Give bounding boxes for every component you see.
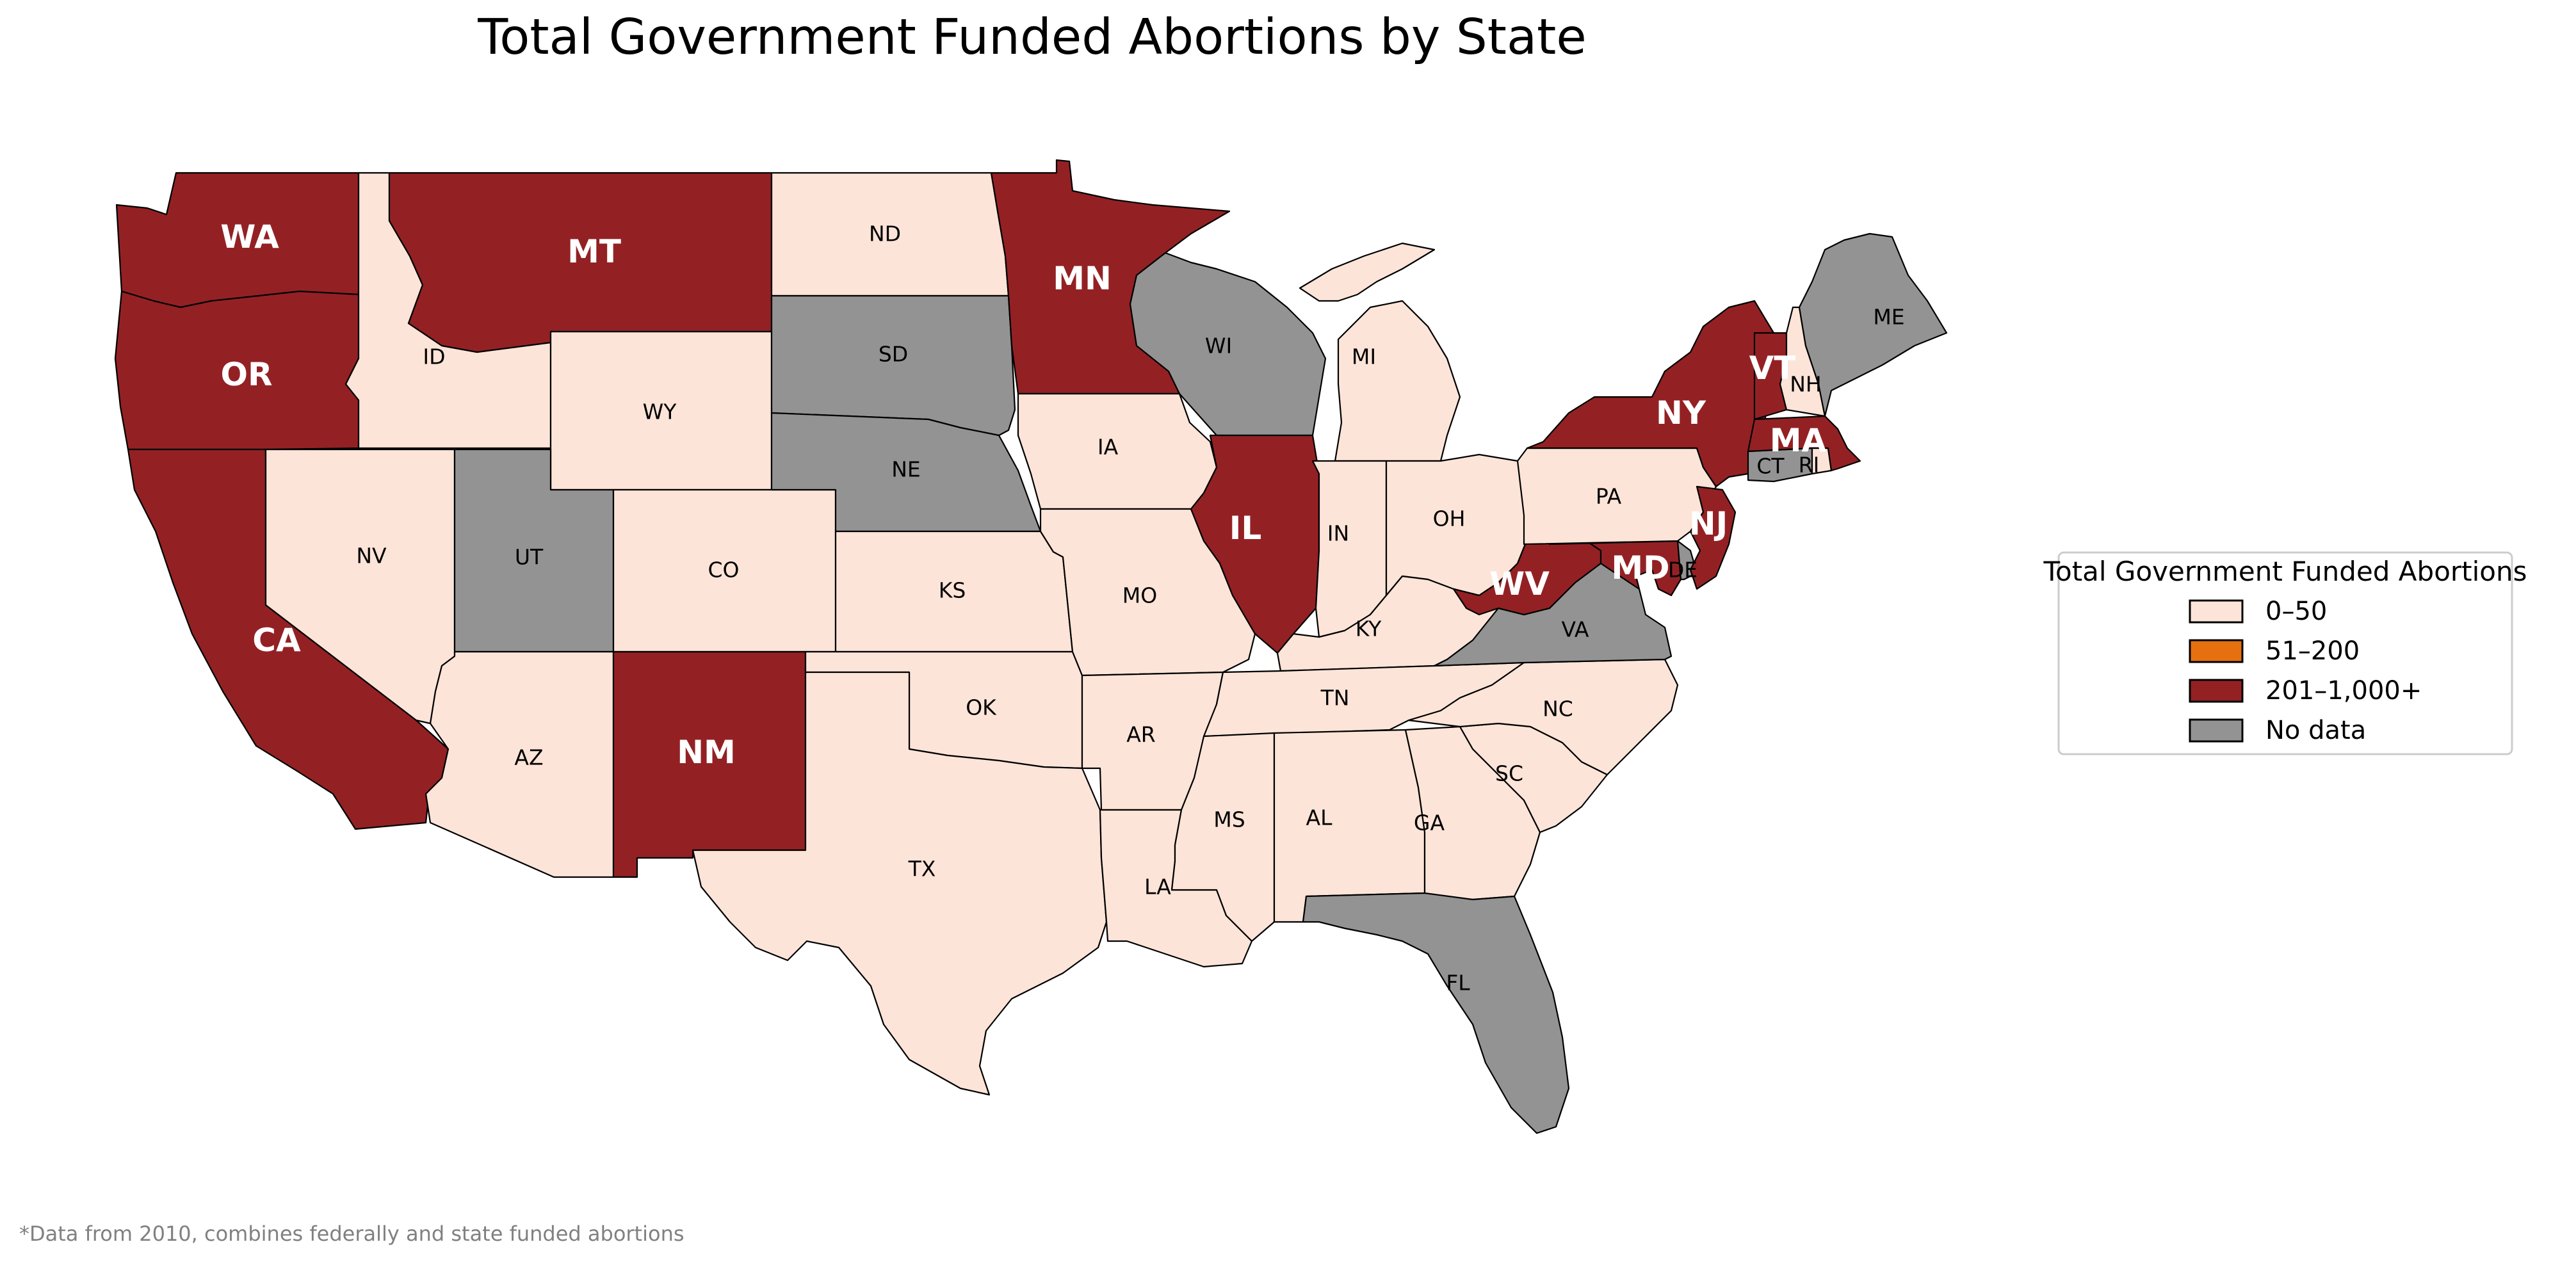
state-label-LA: LA: [1144, 875, 1171, 900]
footnote: *Data from 2010, combines federally and …: [19, 1222, 685, 1246]
state-label-CT: CT: [1756, 454, 1785, 479]
state-label-NJ: NJ: [1689, 505, 1728, 542]
us-states-layer: [114, 159, 1948, 1134]
legend: Total Government Funded Abortions 0–50 51…: [2043, 551, 2527, 755]
state-label-MT: MT: [567, 233, 621, 270]
state-label-NM: NM: [677, 734, 736, 771]
legend-swatch-3: [2189, 718, 2244, 743]
state-label-NY: NY: [1656, 394, 1706, 432]
state-label-IN: IN: [1327, 521, 1349, 546]
legend-label-3: No data: [2265, 716, 2366, 745]
map-title: Total Government Funded Abortions by Sta…: [477, 9, 1586, 66]
state-label-NV: NV: [356, 544, 387, 569]
state-label-WV: WV: [1489, 565, 1550, 602]
state-label-CA: CA: [252, 622, 301, 659]
state-label-VT: VT: [1749, 350, 1796, 387]
state-WI[interactable]: [1129, 252, 1327, 437]
state-label-TN: TN: [1320, 686, 1350, 711]
legend-swatch-0: [2189, 599, 2244, 624]
state-label-ID: ID: [423, 344, 445, 369]
state-label-CO: CO: [708, 558, 739, 583]
state-label-MA: MA: [1770, 422, 1827, 459]
state-label-MN: MN: [1053, 260, 1112, 297]
state-label-KY: KY: [1356, 617, 1382, 642]
state-label-MS: MS: [1213, 807, 1245, 832]
state-MA[interactable]: [1747, 415, 1861, 472]
state-label-WI: WI: [1205, 334, 1232, 359]
state-label-SC: SC: [1495, 761, 1523, 786]
state-label-PA: PA: [1596, 484, 1622, 509]
state-label-FL: FL: [1446, 971, 1470, 996]
state-label-NH: NH: [1790, 372, 1822, 397]
state-label-IA: IA: [1098, 435, 1119, 460]
state-NJ[interactable]: [1689, 485, 1737, 590]
state-label-NE: NE: [891, 457, 921, 482]
state-label-GA: GA: [1414, 811, 1445, 835]
legend-items: 0–50 51–200 201–1,000+ No data: [2189, 597, 2422, 745]
state-label-TX: TX: [908, 857, 936, 882]
state-ME[interactable]: [1798, 232, 1948, 417]
state-label-SD: SD: [879, 342, 908, 367]
state-label-OH: OH: [1433, 506, 1466, 531]
state-label-WA: WA: [220, 218, 279, 255]
state-label-AR: AR: [1126, 722, 1156, 747]
state-labels-layer: WA OR CA ID NV MT WY UT AZ CO NM ND SD NE KS OK TX MN IA MO…: [220, 218, 1904, 996]
legend-swatch-2: [2189, 679, 2244, 703]
state-label-AL: AL: [1306, 805, 1333, 830]
state-label-MI: MI: [1352, 344, 1376, 369]
state-label-ND: ND: [869, 222, 901, 246]
state-label-IL: IL: [1229, 510, 1261, 547]
legend-swatch-1: [2189, 639, 2244, 663]
state-NC[interactable]: [1407, 658, 1679, 776]
state-label-AZ: AZ: [514, 745, 543, 770]
state-label-RI: RI: [1799, 453, 1820, 478]
state-FL[interactable]: [1302, 892, 1570, 1134]
legend-label-2: 201–1,000+: [2265, 676, 2422, 706]
state-label-KS: KS: [939, 578, 966, 603]
state-label-ME: ME: [1873, 305, 1904, 330]
state-label-WY: WY: [643, 399, 677, 424]
state-label-UT: UT: [515, 545, 544, 570]
state-label-OR: OR: [220, 356, 272, 393]
state-label-VA: VA: [1561, 617, 1589, 642]
state-NE[interactable]: [770, 412, 1042, 533]
state-label-OK: OK: [966, 695, 997, 720]
legend-title: Total Government Funded Abortions: [2043, 556, 2527, 587]
legend-label-1: 51–200: [2265, 636, 2360, 666]
legend-frame: [2057, 551, 2513, 755]
state-label-DE: DE: [1668, 558, 1697, 583]
legend-label-0: 0–50: [2265, 597, 2327, 626]
state-TX[interactable]: [692, 671, 1108, 1096]
state-MI[interactable]: [1299, 242, 1461, 462]
state-label-MO: MO: [1122, 583, 1157, 608]
state-label-NC: NC: [1543, 697, 1573, 722]
state-label-MD: MD: [1611, 549, 1669, 586]
